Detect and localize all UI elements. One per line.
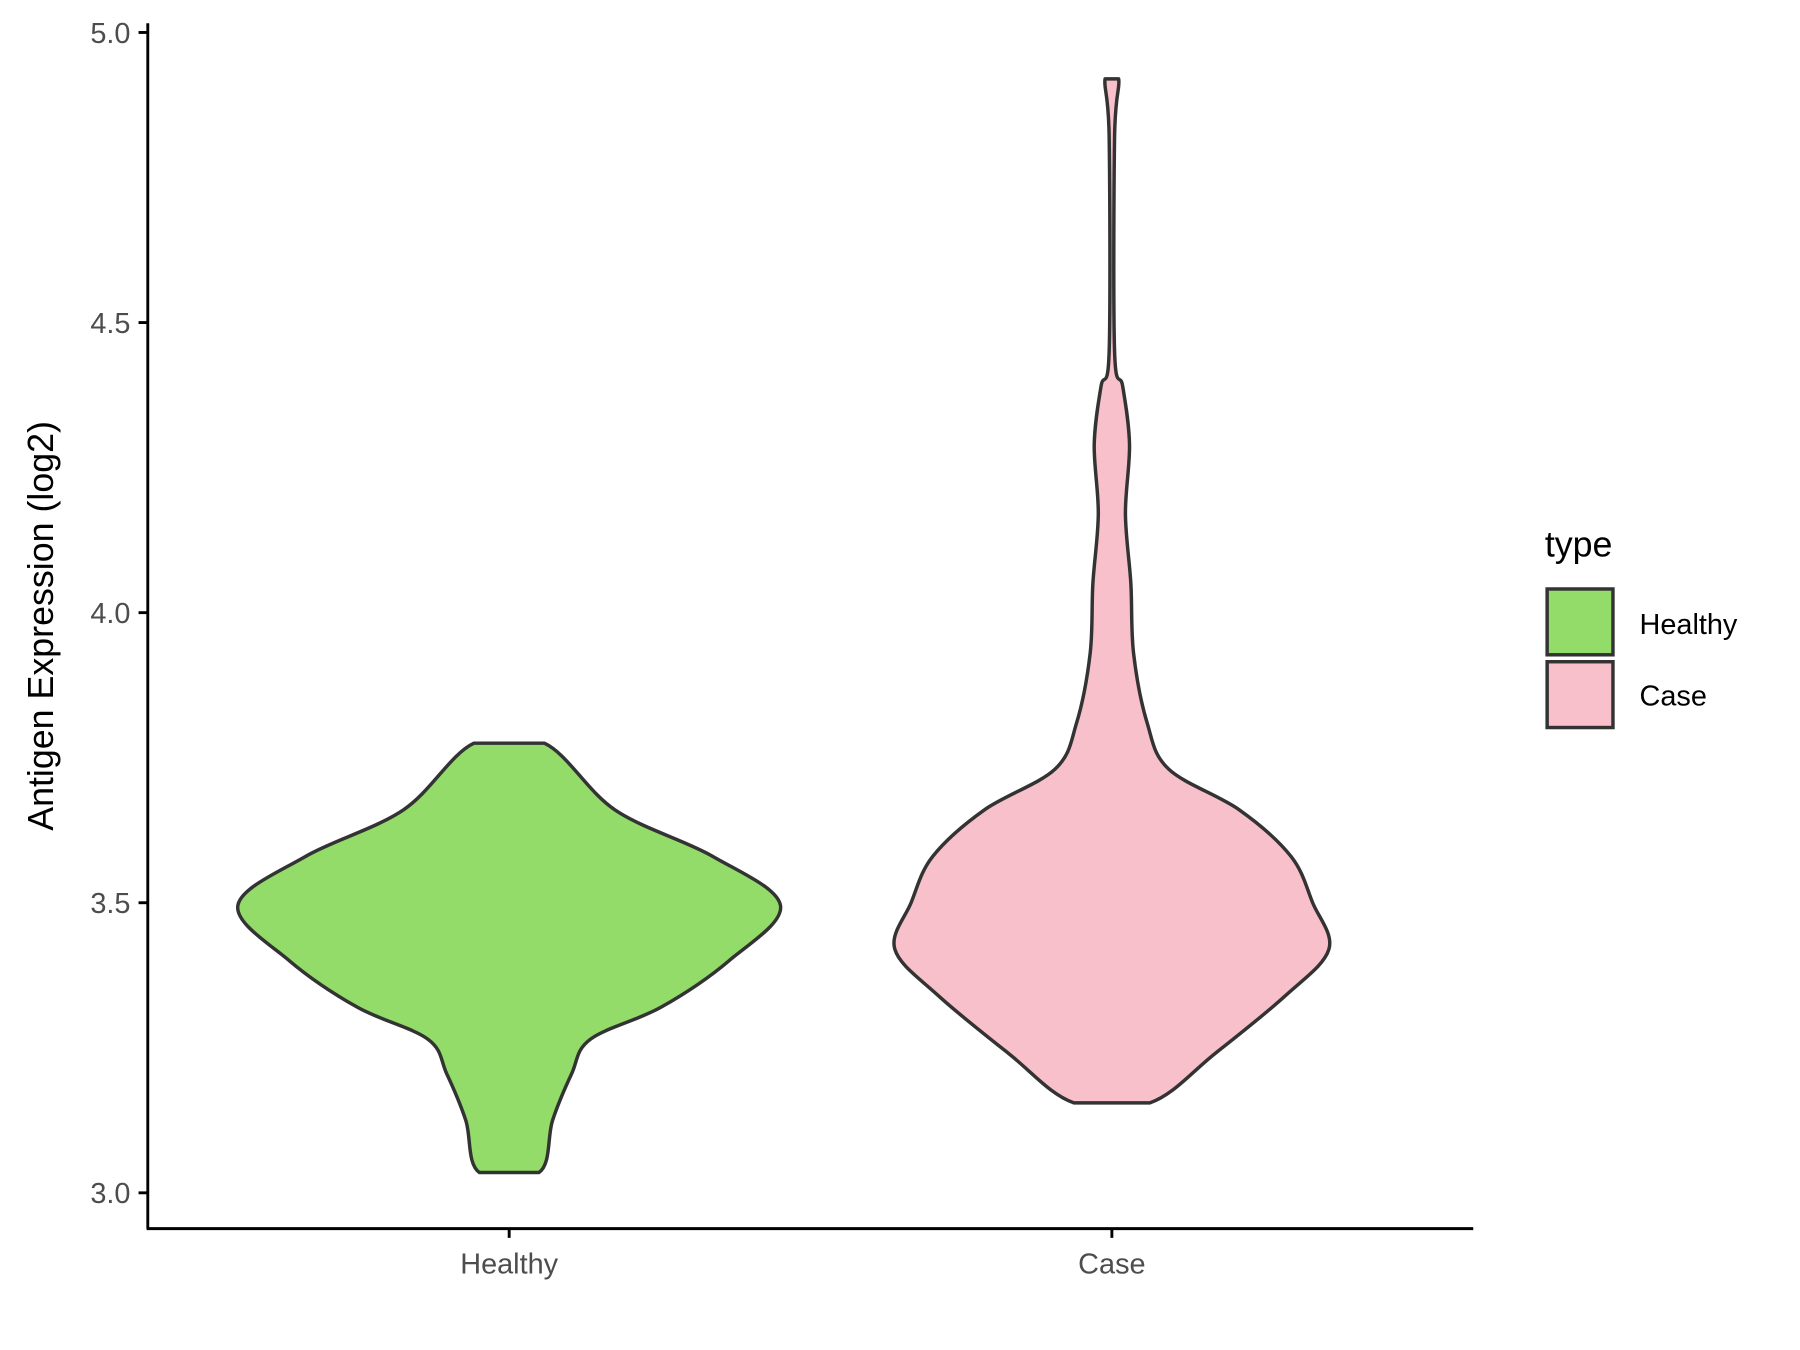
x-tick-label: Case [1078, 1249, 1145, 1281]
y-tick-label: 5.0 [90, 18, 130, 50]
y-axis-label: Antigen Expression (log2) [21, 421, 61, 831]
y-tick-label: 3.5 [90, 888, 130, 920]
y-ticks: 3.0 3.5 4.0 4.5 5.0 [90, 18, 148, 1210]
legend-label-case: Case [1640, 681, 1707, 713]
x-tick-label: Healthy [460, 1249, 558, 1281]
legend-title: type [1545, 525, 1613, 565]
y-tick-label: 4.5 [90, 308, 130, 340]
violins [236, 77, 1332, 1175]
legend: type Healthy Case [1545, 525, 1738, 730]
y-tick-label: 4.0 [90, 598, 130, 630]
violin-case [892, 77, 1332, 1105]
y-tick-label: 3.0 [90, 1178, 130, 1210]
legend-swatch-case [1545, 659, 1615, 730]
violin-healthy [236, 741, 783, 1175]
x-ticks: Healthy Case [460, 1228, 1146, 1281]
legend-swatch-healthy [1545, 587, 1615, 657]
legend-label-healthy: Healthy [1640, 609, 1738, 641]
